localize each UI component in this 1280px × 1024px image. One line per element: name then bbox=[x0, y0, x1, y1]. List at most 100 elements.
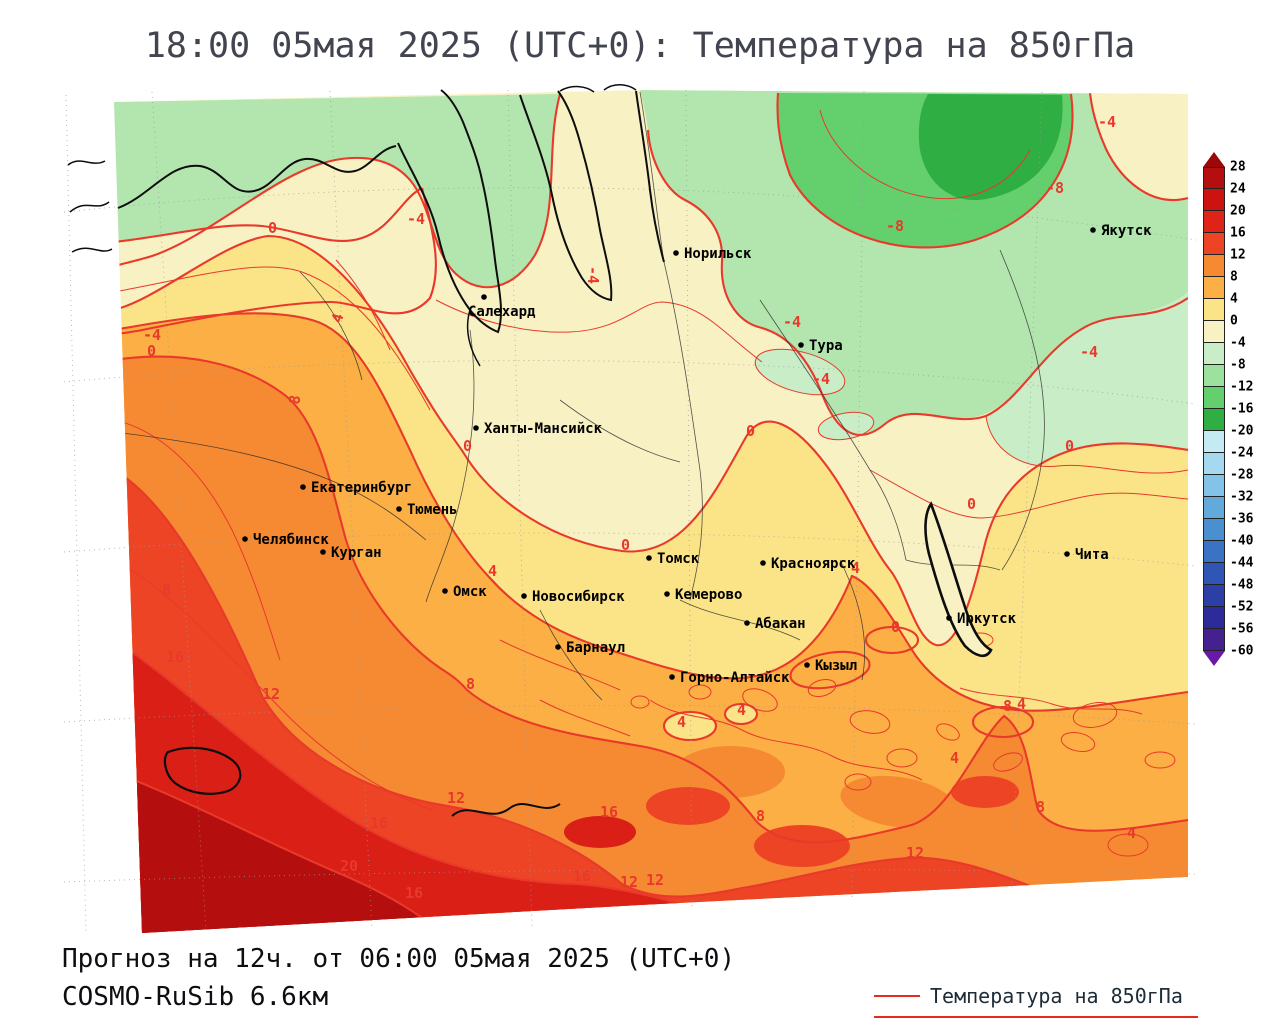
city-label: Томск bbox=[657, 551, 700, 567]
colorbar-segment bbox=[1203, 475, 1225, 497]
city-label: Тура bbox=[809, 338, 843, 354]
colorbar-segment bbox=[1203, 365, 1225, 387]
colorbar-value-label: -44 bbox=[1230, 555, 1254, 571]
city-dot bbox=[804, 662, 810, 668]
colorbar-segment bbox=[1203, 277, 1225, 299]
map-legend: Температура на 850гПа bbox=[874, 984, 1183, 1008]
isotherm-value-label: 16 bbox=[405, 884, 423, 902]
isotherm-value-label: 12 bbox=[262, 685, 280, 703]
isotherm-value-label: 8 bbox=[1003, 697, 1012, 715]
colorbar-value-label: -8 bbox=[1230, 357, 1246, 373]
admin-boundaries bbox=[114, 91, 1045, 701]
city-marker: Чита bbox=[1064, 547, 1109, 563]
city-marker: Горно-Алтайск bbox=[669, 670, 790, 686]
city-marker: Кызыл bbox=[804, 658, 857, 674]
isotherm-value-label: -4 bbox=[812, 370, 830, 388]
city-dot bbox=[1064, 551, 1070, 557]
isotherm-value-label: 16 bbox=[166, 648, 184, 666]
isotherm-value-label: 0 bbox=[746, 422, 755, 440]
isotherm-value-label: 0 bbox=[463, 437, 472, 455]
colorbar-value-label: -24 bbox=[1230, 445, 1254, 461]
colorbar-arrow-up bbox=[1203, 152, 1225, 167]
colorbar-value-label: 16 bbox=[1230, 225, 1246, 241]
colorbar-segment bbox=[1203, 189, 1225, 211]
colorbar-segment bbox=[1203, 211, 1225, 233]
isotherm-value-label: -8 bbox=[886, 217, 904, 235]
city-dot bbox=[442, 588, 448, 594]
city-label: Екатеринбург bbox=[311, 480, 412, 496]
colorbar-segment bbox=[1203, 607, 1225, 629]
city-dot bbox=[481, 294, 487, 300]
city-dot bbox=[396, 506, 402, 512]
colorbar-segment bbox=[1203, 233, 1225, 255]
forecast-info: Прогноз на 12ч. от 06:00 05мая 2025 (UTC… bbox=[62, 944, 736, 974]
city-label: Абакан bbox=[755, 616, 806, 632]
city-dot bbox=[673, 250, 679, 256]
colorbar-value-label: 0 bbox=[1230, 313, 1238, 329]
city-marker: Томск bbox=[646, 551, 700, 567]
city-dot bbox=[646, 555, 652, 561]
city-marker: Иркутск bbox=[946, 611, 1017, 627]
isotherm-value-label: 4 bbox=[851, 559, 860, 577]
isotherm-value-label: 8 bbox=[285, 394, 304, 406]
city-label: Ханты-Мансийск bbox=[484, 421, 603, 437]
colorbar-value-label: -60 bbox=[1230, 643, 1254, 659]
city-dot bbox=[798, 342, 804, 348]
lake-southwest bbox=[163, 746, 242, 795]
page-title: 18:00 05мая 2025 (UTC+0): Температура на… bbox=[144, 26, 1136, 66]
city-marker: Салехард bbox=[468, 294, 536, 320]
colorbar-value-label: -12 bbox=[1230, 379, 1254, 395]
colorbar-value-label: 4 bbox=[1230, 291, 1238, 307]
city-label: Тюмень bbox=[407, 502, 458, 518]
city-marker: Екатеринбург bbox=[300, 480, 412, 496]
colorbar-segment bbox=[1203, 585, 1225, 607]
isotherm-value-label: 16 bbox=[573, 867, 591, 885]
isotherm-value-label: 4 bbox=[737, 701, 746, 719]
isotherm-value-label: -4 bbox=[143, 326, 161, 344]
city-dot bbox=[320, 549, 326, 555]
colorbar-value-label: -4 bbox=[1230, 335, 1246, 351]
model-info: COSMO-RuSib 6.6км bbox=[62, 982, 329, 1012]
color-scale: 28 24 20 16 12 8 4 0 -4 -8 -12 -16 -20 -24 -28 -32 -36 -4… bbox=[1203, 152, 1253, 666]
river-south bbox=[451, 803, 561, 817]
isotherm-value-label: -4 bbox=[407, 210, 425, 228]
isotherm-value-label: -4 bbox=[1080, 343, 1098, 361]
city-dot bbox=[946, 615, 952, 621]
colorbar-value-label: 28 bbox=[1230, 159, 1246, 175]
isotherm-value-label: 0 bbox=[891, 618, 900, 636]
isotherm-value-label: 0 bbox=[621, 536, 630, 554]
city-marker: Барнаул bbox=[555, 640, 625, 656]
contour-lines bbox=[114, 92, 1188, 933]
isotherm-value-label: 4 bbox=[677, 713, 686, 731]
city-layer: Норильск Якутск Салехард Тура Ханты-Мансийск… bbox=[242, 223, 1152, 686]
isotherm-value-label: 12 bbox=[906, 844, 924, 862]
city-marker: Тура bbox=[798, 338, 843, 354]
city-dot bbox=[744, 620, 750, 626]
legend-label: Температура на 850гПа bbox=[930, 984, 1183, 1008]
city-marker: Норильск bbox=[673, 246, 752, 262]
isotherm-value-label: 0 bbox=[967, 495, 976, 513]
lake-baikal bbox=[924, 501, 993, 658]
colorbar-value-label: -48 bbox=[1230, 577, 1254, 593]
colorbar-value-label: -56 bbox=[1230, 621, 1254, 637]
colorbar-segment bbox=[1203, 343, 1225, 365]
city-marker: Абакан bbox=[744, 616, 806, 632]
isotherm-value-label: 0 bbox=[1065, 437, 1074, 455]
colorbar-segment bbox=[1203, 387, 1225, 409]
city-marker: Новосибирск bbox=[521, 589, 625, 605]
isotherm-value-label: 4 bbox=[1017, 695, 1026, 713]
city-label: Норильск bbox=[684, 246, 752, 262]
colorbar-value-label: 12 bbox=[1230, 247, 1246, 263]
isotherm-value-label: 4 bbox=[488, 562, 497, 580]
city-dot bbox=[1090, 227, 1096, 233]
city-dot bbox=[300, 484, 306, 490]
city-label: Кемерово bbox=[675, 587, 742, 603]
city-dot bbox=[473, 425, 479, 431]
city-label: Якутск bbox=[1101, 223, 1152, 239]
isotherm-value-label: 16 bbox=[600, 803, 618, 821]
city-label: Чита bbox=[1075, 547, 1109, 563]
isotherm-value-label: 8 bbox=[756, 807, 765, 825]
isotherm-value-label: -8 bbox=[1046, 179, 1064, 197]
colorbar-segment bbox=[1203, 541, 1225, 563]
